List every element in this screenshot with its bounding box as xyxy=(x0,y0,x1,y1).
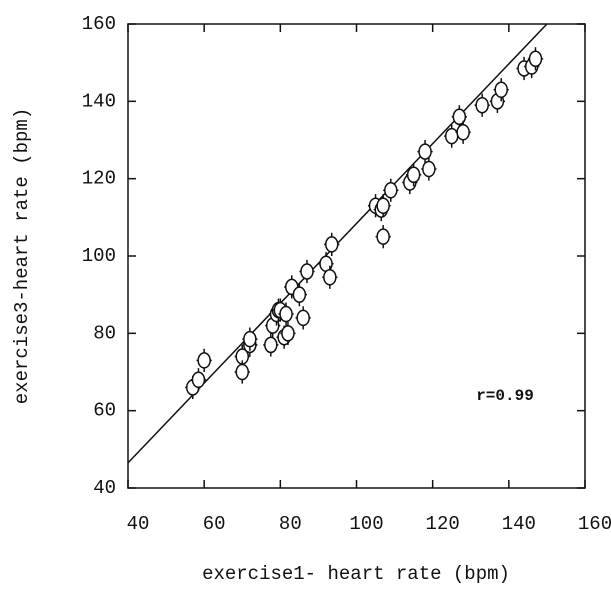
point xyxy=(235,363,249,381)
point xyxy=(281,325,295,342)
y-tick-label: 160 xyxy=(82,13,116,35)
point xyxy=(292,286,307,303)
point xyxy=(243,330,257,348)
x-tick-label: 40 xyxy=(127,513,150,535)
x-tick-label: 120 xyxy=(426,513,460,535)
point xyxy=(452,108,467,126)
x-tick-label: 160 xyxy=(578,513,611,535)
point xyxy=(494,81,508,98)
point xyxy=(323,269,337,286)
point xyxy=(456,124,470,141)
point xyxy=(296,309,310,327)
y-tick-label: 120 xyxy=(82,168,116,190)
point xyxy=(300,263,314,280)
annotation: r=0.99 xyxy=(476,387,534,405)
point xyxy=(422,160,436,178)
point xyxy=(197,352,211,369)
point xyxy=(418,143,432,160)
point xyxy=(475,96,489,114)
point xyxy=(384,182,398,199)
point xyxy=(264,336,278,354)
y-tick-label: 80 xyxy=(93,322,116,344)
y-tick-label: 60 xyxy=(93,400,116,422)
point xyxy=(444,127,459,145)
x-tick-label: 100 xyxy=(349,513,383,535)
point xyxy=(324,236,339,253)
x-tick-label: 140 xyxy=(502,513,536,535)
point xyxy=(191,371,206,388)
x-tick-label: 80 xyxy=(279,513,302,535)
point xyxy=(279,305,293,323)
y-tick-label: 140 xyxy=(82,90,116,112)
x-tick-label: 60 xyxy=(203,513,226,535)
y-axis-label: exercise3-heart rate (bpm) xyxy=(11,108,33,404)
point xyxy=(376,197,390,214)
y-tick-label: 100 xyxy=(82,245,116,267)
plot-frame xyxy=(127,23,586,489)
point xyxy=(376,228,390,245)
y-tick-label: 40 xyxy=(93,477,116,499)
x-axis-label: exercise1- heart rate (bpm) xyxy=(202,563,510,585)
point xyxy=(406,166,421,184)
point xyxy=(528,50,543,68)
